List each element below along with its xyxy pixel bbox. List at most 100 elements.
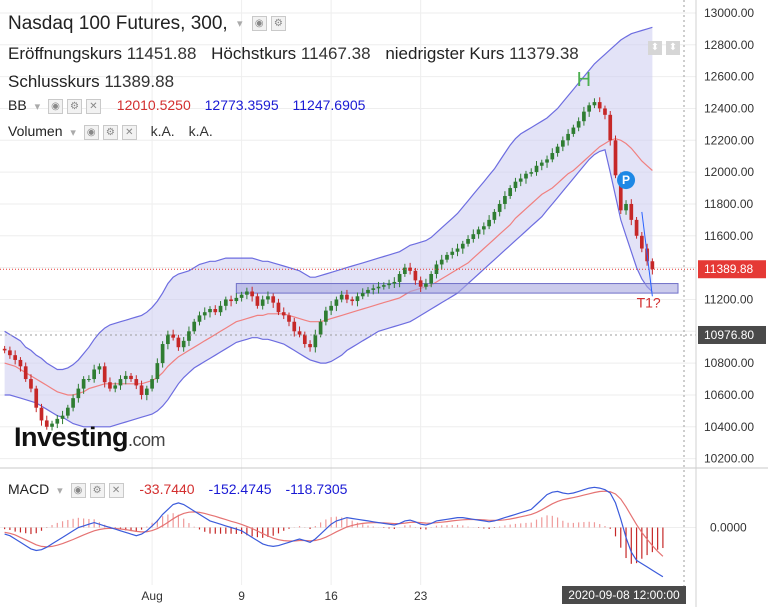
candle xyxy=(144,385,149,401)
x-tick-label: Aug xyxy=(141,589,162,603)
candle-body xyxy=(439,259,444,265)
close-icon[interactable]: ✕ xyxy=(86,98,101,114)
candle-body xyxy=(334,299,339,306)
candle-body xyxy=(234,297,239,302)
bb-legend-row: BB ▾ ◉ ⚙ ✕ 12010.5250 12773.3595 11247.690… xyxy=(8,97,375,114)
candle-body xyxy=(160,344,165,364)
eye-icon[interactable]: ◉ xyxy=(70,482,86,498)
y-tick-label: 10400.00 xyxy=(704,420,754,434)
volume-value-1: k.A. xyxy=(150,123,175,139)
candle xyxy=(160,341,165,368)
candle-body xyxy=(339,294,344,300)
bb-lower-value: 11247.6905 xyxy=(292,97,366,113)
candle xyxy=(560,136,565,152)
signal-line xyxy=(4,490,664,557)
chevron-down-icon[interactable]: ▾ xyxy=(34,100,41,113)
candle xyxy=(202,307,207,320)
candle xyxy=(324,306,328,326)
candle-body xyxy=(534,165,539,173)
candle xyxy=(150,375,154,392)
candle xyxy=(297,326,302,338)
candle xyxy=(355,292,360,307)
candle-body xyxy=(381,285,386,287)
arrow-down-icon[interactable]: ⬍ xyxy=(666,41,680,55)
chevron-down-icon[interactable]: ▾ xyxy=(57,484,63,497)
arrow-up-icon[interactable]: ⬍ xyxy=(648,41,662,55)
eye-icon[interactable]: ◉ xyxy=(251,16,267,32)
macd-y-tick-label: 0.0000 xyxy=(710,521,747,535)
candle xyxy=(276,298,281,316)
candle-body xyxy=(497,203,502,212)
open-label: Eröffnungskurs xyxy=(8,44,123,63)
ohlc-row: Eröffnungskurs 11451.88 Höchstkurs 11467… xyxy=(8,44,589,64)
last-price-label: 11389.88 xyxy=(704,262,753,276)
candle xyxy=(271,293,276,308)
candle-body xyxy=(60,415,65,419)
candle xyxy=(2,345,7,354)
eye-icon[interactable]: ◉ xyxy=(83,124,99,140)
candle-body xyxy=(113,385,118,389)
candle xyxy=(376,281,381,294)
crosshair-price-tag xyxy=(698,325,766,344)
trend-line[interactable] xyxy=(641,211,653,297)
candle xyxy=(134,375,139,390)
y-tick-label: 11200.00 xyxy=(704,292,753,306)
bollinger-upper-line xyxy=(4,26,653,371)
candle-body xyxy=(624,203,628,211)
chevron-down-icon[interactable]: ▾ xyxy=(70,126,76,139)
candle-body xyxy=(245,291,249,295)
gear-icon[interactable]: ⚙ xyxy=(102,124,118,140)
candle-body xyxy=(55,418,60,424)
candle-body xyxy=(492,211,497,220)
candle xyxy=(81,376,86,394)
candle-body xyxy=(503,196,507,204)
x-tick-label: 16 xyxy=(324,589,338,603)
candle-body xyxy=(29,379,33,389)
candle-body xyxy=(97,366,102,370)
candle-body xyxy=(366,289,370,294)
bollinger-band-fill xyxy=(4,27,653,427)
eye-icon[interactable]: ◉ xyxy=(48,98,63,114)
candle xyxy=(387,279,391,289)
candle-body xyxy=(108,382,112,389)
candle xyxy=(181,337,186,352)
candle-body xyxy=(518,178,523,182)
close-icon[interactable]: ✕ xyxy=(121,124,137,140)
bb-middle-value: 12010.5250 xyxy=(116,97,191,113)
candle xyxy=(476,226,481,239)
candle-body xyxy=(281,312,286,316)
candle-body xyxy=(597,102,602,109)
candle-body xyxy=(634,219,639,236)
candle-body xyxy=(513,181,518,189)
candle xyxy=(129,373,133,382)
candle xyxy=(360,288,365,300)
close-icon[interactable]: ✕ xyxy=(108,482,124,498)
gear-icon[interactable]: ⚙ xyxy=(67,98,82,114)
candle xyxy=(339,290,344,303)
close-value: 11389.88 xyxy=(104,72,175,91)
candle xyxy=(513,177,518,192)
gear-icon[interactable]: ⚙ xyxy=(270,16,286,32)
candle-body xyxy=(266,296,270,300)
candle-body xyxy=(18,359,23,367)
candle-body xyxy=(218,305,223,313)
gear-icon[interactable]: ⚙ xyxy=(89,482,105,498)
support-zone[interactable] xyxy=(235,283,679,294)
candle xyxy=(329,301,333,316)
candle xyxy=(239,291,244,302)
annotation-badge[interactable] xyxy=(617,171,636,190)
candle-body xyxy=(360,293,365,297)
candle-body xyxy=(613,140,618,176)
chevron-down-icon[interactable]: ▾ xyxy=(236,18,243,31)
candle-body xyxy=(271,296,276,303)
annotation-badge-label: P xyxy=(622,173,630,187)
candle xyxy=(587,102,592,117)
candle xyxy=(392,277,397,289)
y-tick-label: 12800.00 xyxy=(704,38,754,52)
y-tick-label: 12200.00 xyxy=(704,133,754,147)
candle-body xyxy=(71,398,75,408)
candle-body xyxy=(276,302,281,313)
bollinger-middle-line xyxy=(4,138,653,396)
candle-body xyxy=(171,334,175,338)
